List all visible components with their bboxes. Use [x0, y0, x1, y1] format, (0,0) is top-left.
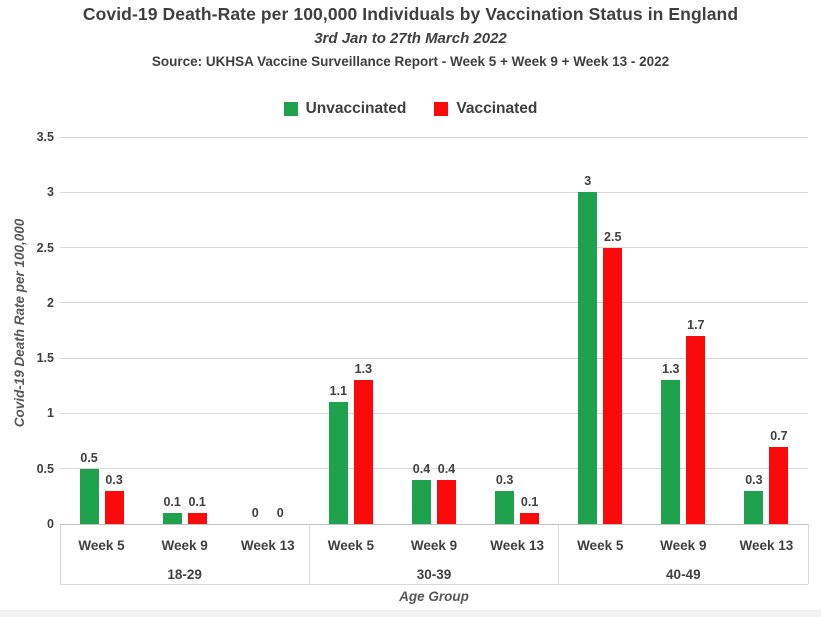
age-group-label: 40-49: [666, 567, 701, 582]
group-separator: [807, 524, 809, 584]
bar-value-label: 1.3: [354, 362, 373, 376]
week-label: Week 13: [240, 538, 295, 553]
bar-value-label: 2.5: [604, 230, 622, 244]
bar-unvaccinated: [162, 513, 182, 524]
week-label: Week 13: [739, 538, 794, 553]
chart-subtitle: 3rd Jan to 27th March 2022: [314, 30, 507, 47]
legend: Unvaccinated Vaccinated: [0, 100, 821, 118]
bar-vaccinated: [353, 380, 373, 524]
bar-value-label: 1.1: [329, 384, 348, 398]
group-separator: [558, 524, 560, 584]
y-tick-label: 2: [47, 295, 54, 310]
bar-unvaccinated: [79, 469, 99, 524]
bar-value-label: 0.4: [412, 462, 431, 476]
page-bottom-strip: [0, 610, 821, 617]
grid-line: [60, 136, 808, 138]
week-label: Week 5: [327, 538, 375, 553]
grid-line: [60, 357, 808, 359]
age-group-label: 30-39: [416, 567, 452, 582]
grid-line: [60, 247, 808, 249]
axis-band-bottom-line: [60, 584, 808, 585]
group-separator: [308, 524, 310, 584]
bar-vaccinated: [187, 513, 207, 524]
grid-line: [60, 468, 808, 470]
bar-value-label: 0: [276, 506, 284, 520]
y-tick-label: 1: [47, 406, 54, 421]
week-label: Week 5: [577, 538, 624, 553]
bar-value-label: 1.7: [687, 318, 705, 332]
legend-label-vaccinated: Vaccinated: [456, 100, 538, 117]
bar-value-label: 0.5: [80, 451, 98, 465]
bar-unvaccinated: [328, 402, 348, 524]
bar-value-label: 0.3: [745, 473, 763, 487]
unvaccinated-swatch-icon: [283, 102, 298, 116]
week-label: Week 5: [78, 538, 125, 553]
bar-unvaccinated: [744, 491, 764, 524]
vaccinated-swatch-icon: [434, 102, 449, 116]
y-tick-label: 0: [47, 517, 54, 531]
bar-value-label: 0: [251, 506, 259, 520]
grid-line: [60, 302, 808, 304]
x-axis-title: Age Group: [399, 589, 469, 604]
bar-value-label: 0.3: [105, 473, 123, 487]
y-tick-label: 3.5: [36, 130, 54, 144]
week-label: Week 9: [161, 538, 208, 553]
bar-value-label: 0.3: [495, 473, 514, 487]
bar-vaccinated: [437, 480, 456, 524]
bar-vaccinated: [603, 248, 623, 524]
bar-vaccinated: [769, 447, 789, 524]
bar-unvaccinated: [661, 380, 681, 524]
x-axis-baseline: [60, 523, 808, 525]
week-label: Week 9: [660, 538, 707, 553]
bar-unvaccinated: [578, 192, 598, 524]
chart-source: Source: UKHSA Vaccine Surveillance Repor…: [151, 54, 670, 69]
bar-vaccinated: [104, 491, 124, 524]
y-tick-label: 3: [47, 185, 54, 200]
y-tick-label: 0.5: [36, 461, 54, 476]
chart-title: Covid-19 Death-Rate per 100,000 Individu…: [82, 4, 739, 24]
bar-value-label: 0.1: [520, 495, 539, 509]
bar-value-label: 1.3: [662, 362, 680, 376]
legend-item-unvaccinated: Unvaccinated: [283, 100, 407, 118]
bar-unvaccinated: [412, 480, 431, 524]
bar-unvaccinated: [495, 491, 515, 524]
age-group-label: 18-29: [167, 567, 202, 582]
week-label: Week 9: [410, 538, 458, 553]
group-separator: [59, 524, 61, 584]
legend-label-unvaccinated: Unvaccinated: [305, 100, 407, 117]
grid-line: [60, 191, 808, 193]
bar-value-label: 0.1: [188, 495, 206, 509]
bar-value-label: 0.4: [437, 462, 456, 476]
grid-line: [60, 412, 808, 414]
bar-value-label: 3: [584, 174, 592, 188]
week-label: Week 13: [490, 538, 544, 553]
bar-value-label: 0.7: [770, 429, 788, 443]
bar-value-label: 0.1: [163, 495, 181, 509]
bar-vaccinated: [520, 513, 540, 524]
bar-vaccinated: [686, 336, 706, 524]
legend-item-vaccinated: Vaccinated: [434, 100, 537, 118]
y-tick-label: 2.5: [36, 240, 54, 255]
y-tick-label: 1.5: [36, 351, 54, 366]
